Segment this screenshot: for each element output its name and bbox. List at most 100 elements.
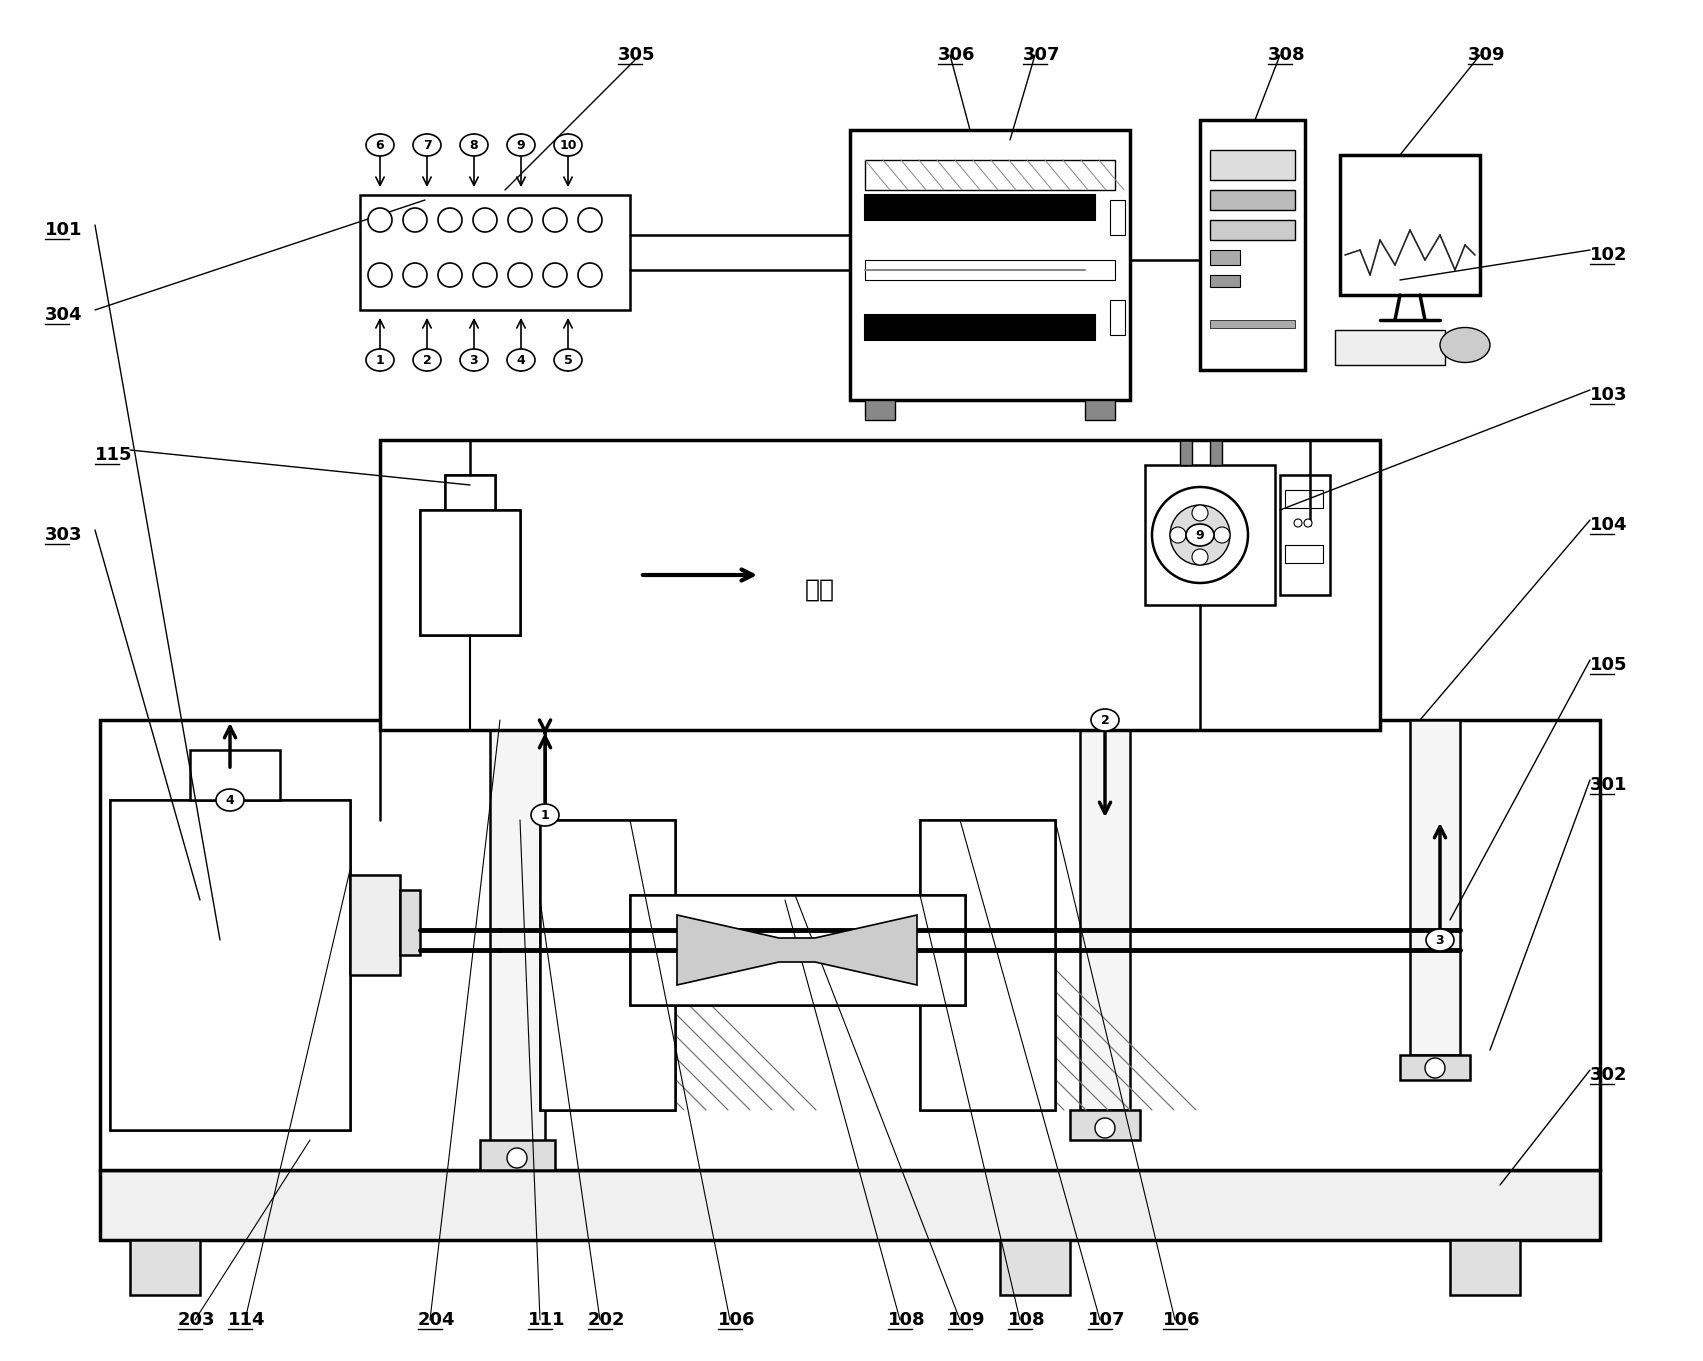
- Circle shape: [577, 208, 601, 231]
- Text: 8: 8: [470, 139, 479, 151]
- Ellipse shape: [414, 348, 441, 372]
- Bar: [1400, 1055, 1470, 1081]
- Circle shape: [577, 263, 601, 287]
- Bar: [1110, 200, 1126, 235]
- Text: 9: 9: [1196, 528, 1204, 542]
- Ellipse shape: [553, 133, 582, 157]
- Ellipse shape: [507, 348, 535, 372]
- Circle shape: [473, 208, 497, 231]
- Text: 308: 308: [1269, 46, 1306, 64]
- Bar: [100, 720, 1601, 1170]
- Ellipse shape: [1441, 328, 1490, 362]
- Text: 105: 105: [1591, 656, 1628, 674]
- Bar: [100, 1170, 1601, 1240]
- Bar: [1180, 440, 1192, 465]
- Text: 9: 9: [516, 139, 525, 151]
- Text: 114: 114: [228, 1311, 266, 1328]
- Bar: [480, 1141, 555, 1170]
- Circle shape: [1192, 548, 1207, 565]
- Ellipse shape: [366, 348, 393, 372]
- Circle shape: [1304, 519, 1311, 527]
- Bar: [1286, 490, 1323, 508]
- Text: 305: 305: [618, 46, 656, 64]
- Text: 4: 4: [516, 354, 525, 366]
- Bar: [400, 890, 421, 955]
- Bar: [490, 720, 545, 1170]
- Circle shape: [543, 263, 567, 287]
- Text: 306: 306: [938, 46, 976, 64]
- Circle shape: [404, 208, 427, 231]
- Bar: [920, 819, 1054, 1111]
- Bar: [421, 510, 519, 636]
- Ellipse shape: [414, 133, 441, 157]
- Text: 104: 104: [1591, 516, 1628, 534]
- Text: 307: 307: [1024, 46, 1061, 64]
- Bar: [865, 161, 1115, 191]
- Text: 10: 10: [559, 139, 577, 151]
- Text: 111: 111: [528, 1311, 565, 1328]
- Bar: [865, 400, 896, 421]
- Circle shape: [507, 208, 531, 231]
- Text: 1: 1: [376, 354, 385, 366]
- Bar: [421, 510, 519, 636]
- Text: 103: 103: [1591, 387, 1628, 404]
- Bar: [1211, 191, 1294, 210]
- Bar: [630, 896, 966, 1004]
- Ellipse shape: [553, 348, 582, 372]
- Circle shape: [1095, 1117, 1115, 1138]
- Circle shape: [1170, 527, 1185, 543]
- Bar: [865, 260, 1115, 280]
- Bar: [111, 800, 351, 1130]
- Circle shape: [507, 1147, 526, 1168]
- Bar: [1211, 275, 1240, 287]
- Circle shape: [1214, 527, 1230, 543]
- Text: 6: 6: [376, 139, 385, 151]
- Bar: [865, 195, 1095, 220]
- Bar: [1211, 220, 1294, 240]
- Text: 106: 106: [719, 1311, 756, 1328]
- Text: 204: 204: [417, 1311, 455, 1328]
- Bar: [865, 314, 1095, 340]
- Circle shape: [1192, 505, 1207, 521]
- Text: 108: 108: [1008, 1311, 1046, 1328]
- Text: 304: 304: [44, 306, 82, 324]
- Ellipse shape: [1092, 709, 1119, 731]
- Circle shape: [438, 208, 462, 231]
- Circle shape: [1170, 505, 1230, 565]
- Text: 301: 301: [1591, 776, 1628, 793]
- Text: 115: 115: [95, 446, 133, 464]
- Bar: [1000, 1240, 1069, 1296]
- Circle shape: [543, 208, 567, 231]
- Circle shape: [404, 263, 427, 287]
- Bar: [359, 195, 630, 310]
- Text: 2: 2: [1100, 713, 1109, 727]
- Ellipse shape: [1185, 524, 1214, 546]
- Text: 5: 5: [564, 354, 572, 366]
- Bar: [191, 750, 279, 800]
- Circle shape: [1425, 1057, 1446, 1078]
- Bar: [1080, 720, 1131, 1111]
- Circle shape: [368, 208, 392, 231]
- Bar: [1281, 475, 1330, 595]
- Ellipse shape: [366, 133, 393, 157]
- Text: 202: 202: [588, 1311, 625, 1328]
- Bar: [1211, 320, 1294, 328]
- Bar: [380, 440, 1379, 729]
- Bar: [444, 475, 496, 510]
- Text: 108: 108: [887, 1311, 926, 1328]
- Bar: [920, 819, 1054, 1111]
- Text: 309: 309: [1468, 46, 1505, 64]
- Text: 2: 2: [422, 354, 431, 366]
- Polygon shape: [678, 915, 916, 985]
- Text: 3: 3: [470, 354, 479, 366]
- Bar: [1410, 720, 1459, 1055]
- Bar: [1211, 150, 1294, 180]
- Bar: [1335, 329, 1446, 365]
- Ellipse shape: [216, 789, 244, 811]
- Bar: [540, 819, 674, 1111]
- Circle shape: [1294, 519, 1303, 527]
- Bar: [1449, 1240, 1521, 1296]
- Bar: [630, 896, 966, 1004]
- Circle shape: [473, 263, 497, 287]
- Text: 302: 302: [1591, 1066, 1628, 1083]
